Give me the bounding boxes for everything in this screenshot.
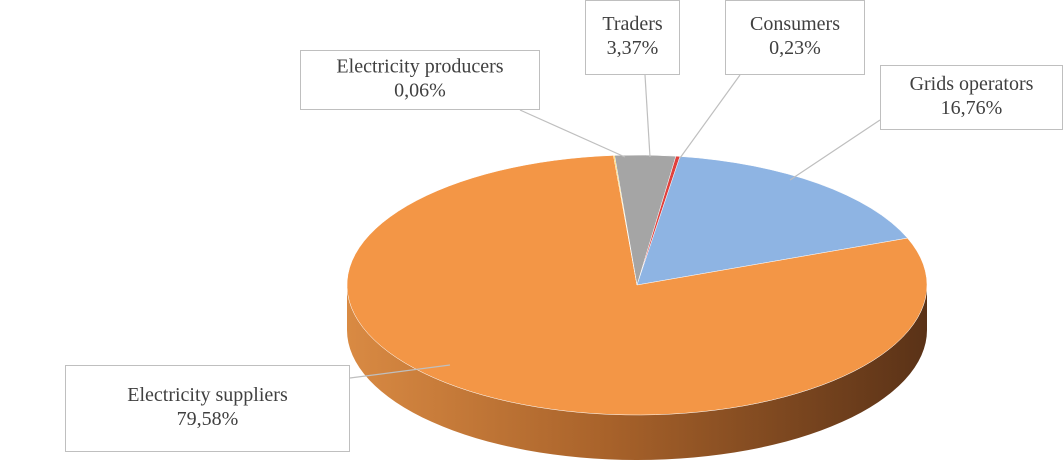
label-category: Traders: [602, 13, 663, 35]
label-box: [585, 0, 680, 75]
leader-line: [679, 74, 741, 159]
label-box: [725, 0, 865, 75]
label-value: 0,23%: [769, 37, 821, 59]
label-category: Electricity producers: [336, 56, 503, 78]
leader-lines: [349, 74, 881, 379]
label-value: 16,76%: [941, 97, 1003, 119]
leader-line: [349, 364, 451, 379]
leader-line: [644, 74, 651, 158]
label-category: Grids operators: [910, 73, 1034, 95]
label-box: [880, 65, 1063, 130]
label-value: 0,06%: [394, 80, 446, 102]
slice: [614, 154, 677, 286]
pie-side: [347, 285, 927, 460]
label-value: 79,58%: [177, 408, 239, 430]
slice: [346, 155, 928, 416]
leader-line: [519, 109, 626, 158]
leader-line: [789, 119, 881, 181]
label-box: [65, 365, 350, 452]
pie: [346, 154, 928, 460]
label-category: Consumers: [750, 13, 840, 35]
label-category: Electricity suppliers: [127, 384, 288, 406]
label-box: [300, 50, 540, 110]
label-value: 3,37%: [607, 37, 659, 59]
slice: [636, 156, 908, 286]
